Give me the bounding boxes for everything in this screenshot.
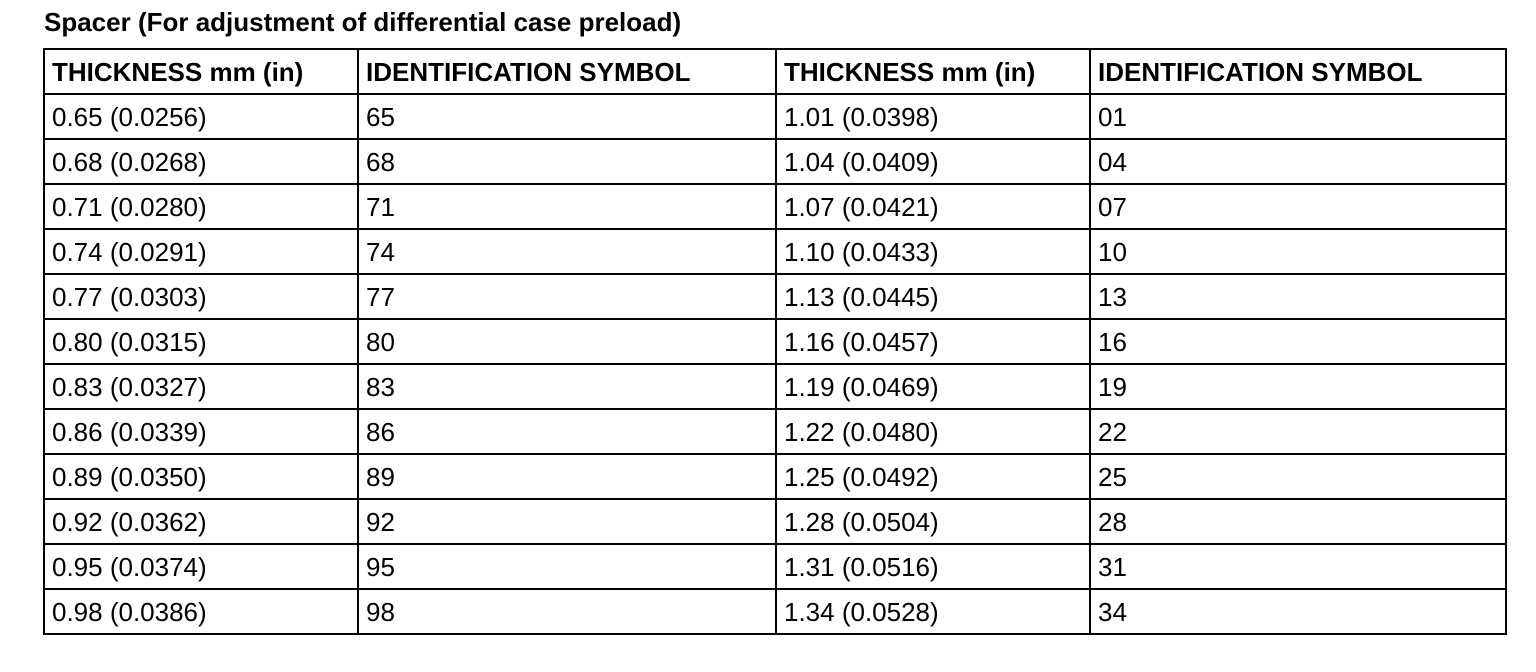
thickness-cell: 0.92 (0.0362) xyxy=(43,498,359,545)
thickness-cell: 1.16 (0.0457) xyxy=(775,318,1091,365)
table-row: 0.77 (0.0303) 77 1.13 (0.0445) 13 xyxy=(43,273,1507,320)
symbol-cell: 19 xyxy=(1089,363,1507,410)
document-title: Spacer (For adjustment of differential c… xyxy=(44,7,682,37)
symbol-cell: 13 xyxy=(1089,273,1507,320)
header-symbol-left: IDENTIFICATION SYMBOL xyxy=(357,48,777,95)
symbol-cell: 01 xyxy=(1089,93,1507,140)
thickness-cell: 1.19 (0.0469) xyxy=(775,363,1091,410)
table-row: 0.98 (0.0386) 98 1.34 (0.0528) 34 xyxy=(43,588,1507,635)
thickness-cell: 0.65 (0.0256) xyxy=(43,93,359,140)
thickness-cell: 1.01 (0.0398) xyxy=(775,93,1091,140)
symbol-cell: 80 xyxy=(357,318,777,365)
symbol-cell: 22 xyxy=(1089,408,1507,455)
thickness-cell: 1.07 (0.0421) xyxy=(775,183,1091,230)
spacer-thickness-table: THICKNESS mm (in) IDENTIFICATION SYMBOL … xyxy=(43,48,1507,635)
table-body: 0.65 (0.0256) 65 1.01 (0.0398) 01 0.68 (0.02… xyxy=(43,93,1507,635)
thickness-cell: 0.83 (0.0327) xyxy=(43,363,359,410)
table-row: 0.83 (0.0327) 83 1.19 (0.0469) 19 xyxy=(43,363,1507,410)
symbol-cell: 74 xyxy=(357,228,777,275)
symbol-cell: 31 xyxy=(1089,543,1507,590)
header-symbol-right: IDENTIFICATION SYMBOL xyxy=(1089,48,1507,95)
table-row: 0.74 (0.0291) 74 1.10 (0.0433) 10 xyxy=(43,228,1507,275)
table-row: 0.92 (0.0362) 92 1.28 (0.0504) 28 xyxy=(43,498,1507,545)
thickness-cell: 0.71 (0.0280) xyxy=(43,183,359,230)
symbol-cell: 86 xyxy=(357,408,777,455)
thickness-cell: 0.80 (0.0315) xyxy=(43,318,359,365)
thickness-cell: 1.31 (0.0516) xyxy=(775,543,1091,590)
header-thickness-left: THICKNESS mm (in) xyxy=(43,48,359,95)
symbol-cell: 77 xyxy=(357,273,777,320)
table-row: 0.86 (0.0339) 86 1.22 (0.0480) 22 xyxy=(43,408,1507,455)
table-row: 0.65 (0.0256) 65 1.01 (0.0398) 01 xyxy=(43,93,1507,140)
table-header: THICKNESS mm (in) IDENTIFICATION SYMBOL … xyxy=(43,48,1507,95)
thickness-cell: 1.13 (0.0445) xyxy=(775,273,1091,320)
table-row: 0.71 (0.0280) 71 1.07 (0.0421) 07 xyxy=(43,183,1507,230)
symbol-cell: 92 xyxy=(357,498,777,545)
symbol-cell: 07 xyxy=(1089,183,1507,230)
thickness-cell: 0.98 (0.0386) xyxy=(43,588,359,635)
thickness-cell: 1.22 (0.0480) xyxy=(775,408,1091,455)
symbol-cell: 28 xyxy=(1089,498,1507,545)
table-row: 0.68 (0.0268) 68 1.04 (0.0409) 04 xyxy=(43,138,1507,185)
thickness-cell: 1.04 (0.0409) xyxy=(775,138,1091,185)
symbol-cell: 98 xyxy=(357,588,777,635)
table-row: 0.89 (0.0350) 89 1.25 (0.0492) 25 xyxy=(43,453,1507,500)
symbol-cell: 65 xyxy=(357,93,777,140)
header-thickness-right: THICKNESS mm (in) xyxy=(775,48,1091,95)
symbol-cell: 95 xyxy=(357,543,777,590)
symbol-cell: 04 xyxy=(1089,138,1507,185)
thickness-cell: 1.10 (0.0433) xyxy=(775,228,1091,275)
thickness-cell: 0.95 (0.0374) xyxy=(43,543,359,590)
symbol-cell: 71 xyxy=(357,183,777,230)
thickness-cell: 1.25 (0.0492) xyxy=(775,453,1091,500)
symbol-cell: 10 xyxy=(1089,228,1507,275)
symbol-cell: 16 xyxy=(1089,318,1507,365)
thickness-cell: 0.77 (0.0303) xyxy=(43,273,359,320)
symbol-cell: 34 xyxy=(1089,588,1507,635)
thickness-cell: 1.34 (0.0528) xyxy=(775,588,1091,635)
symbol-cell: 68 xyxy=(357,138,777,185)
thickness-cell: 0.68 (0.0268) xyxy=(43,138,359,185)
thickness-cell: 1.28 (0.0504) xyxy=(775,498,1091,545)
symbol-cell: 25 xyxy=(1089,453,1507,500)
symbol-cell: 83 xyxy=(357,363,777,410)
table-row: 0.95 (0.0374) 95 1.31 (0.0516) 31 xyxy=(43,543,1507,590)
table-row: 0.80 (0.0315) 80 1.16 (0.0457) 16 xyxy=(43,318,1507,365)
thickness-cell: 0.74 (0.0291) xyxy=(43,228,359,275)
symbol-cell: 89 xyxy=(357,453,777,500)
thickness-cell: 0.89 (0.0350) xyxy=(43,453,359,500)
header-row: THICKNESS mm (in) IDENTIFICATION SYMBOL … xyxy=(43,48,1507,95)
thickness-cell: 0.86 (0.0339) xyxy=(43,408,359,455)
